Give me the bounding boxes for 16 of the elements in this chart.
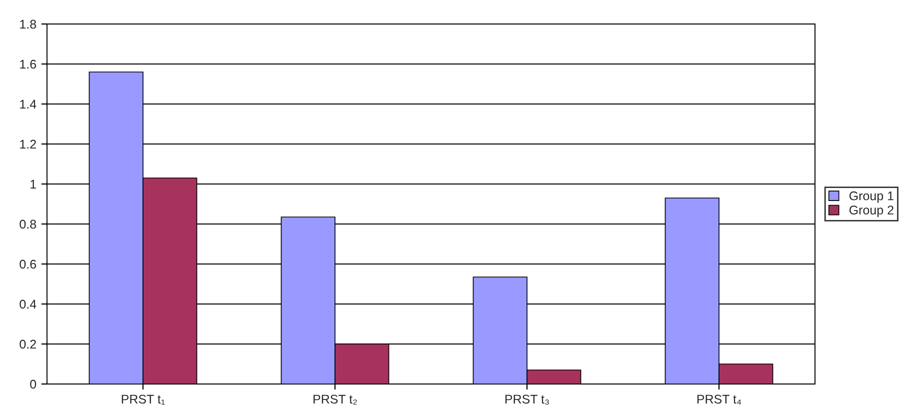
y-tick-label: 1.4 [20,100,36,109]
y-tick-label: 1.6 [20,60,36,69]
legend-label: Group 2 [849,206,894,217]
y-tick-label: 0 [30,380,36,389]
y-tick-label: 0.2 [20,340,36,349]
y-tick-label: 1.2 [20,140,36,149]
y-tick-label: 0.6 [20,260,36,269]
x-tick-label: PRST t₁ [122,394,165,405]
x-tick-label: PRST t₄ [697,394,742,405]
y-tick-label: 0.4 [20,300,36,309]
y-tick-label: 1 [30,180,36,189]
legend-label: Group 1 [849,191,894,203]
y-tick-label: 1.8 [20,20,36,29]
x-tick-label: PRST t₂ [314,394,357,405]
y-tick-label: 0.8 [20,220,36,229]
x-tick-label: PRST t₃ [505,394,549,405]
